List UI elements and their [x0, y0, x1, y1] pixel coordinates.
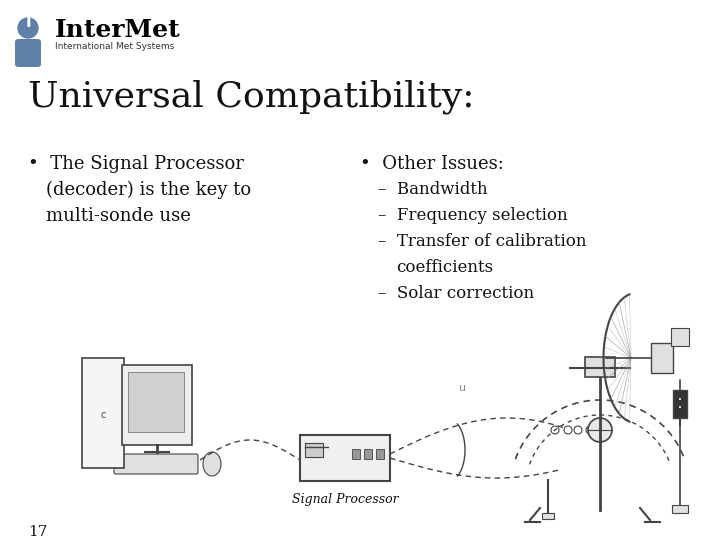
Text: –  Transfer of calibration: – Transfer of calibration [378, 233, 587, 250]
Text: c: c [100, 410, 106, 420]
Text: 17: 17 [28, 525, 48, 539]
Bar [122, 365, 192, 445]
Bar [305, 443, 323, 457]
Bar [585, 357, 615, 377]
Bar [376, 449, 384, 459]
Bar [673, 390, 687, 418]
Text: InterMet: InterMet [55, 18, 181, 42]
Bar [300, 435, 390, 481]
Bar [82, 358, 124, 468]
FancyBboxPatch shape [15, 39, 41, 67]
Text: coefficients: coefficients [396, 259, 493, 276]
Ellipse shape [203, 452, 221, 476]
Text: –  Frequency selection: – Frequency selection [378, 207, 567, 224]
Bar [542, 513, 554, 519]
Text: (decoder) is the key to: (decoder) is the key to [46, 181, 251, 199]
Text: –  Bandwidth: – Bandwidth [378, 181, 487, 198]
Text: International Met Systems: International Met Systems [55, 42, 174, 51]
Bar [651, 343, 673, 373]
Text: •  The Signal Processor: • The Signal Processor [28, 155, 244, 173]
Bar [352, 449, 360, 459]
Text: •: • [678, 397, 682, 403]
Text: •: • [678, 405, 682, 411]
Text: multi-sonde use: multi-sonde use [46, 207, 191, 225]
Text: –  Solar correction: – Solar correction [378, 285, 534, 302]
Bar [671, 328, 689, 346]
Text: Signal Processor: Signal Processor [292, 493, 398, 506]
Bar [672, 505, 688, 513]
Text: i: i [25, 13, 31, 31]
Circle shape [588, 418, 612, 442]
Text: u: u [459, 383, 467, 393]
Bar [128, 372, 184, 432]
Text: Universal Compatibility:: Universal Compatibility: [28, 80, 474, 114]
Bar [364, 449, 372, 459]
FancyBboxPatch shape [114, 454, 198, 474]
Text: •  Other Issues:: • Other Issues: [360, 155, 504, 173]
Circle shape [18, 18, 38, 38]
